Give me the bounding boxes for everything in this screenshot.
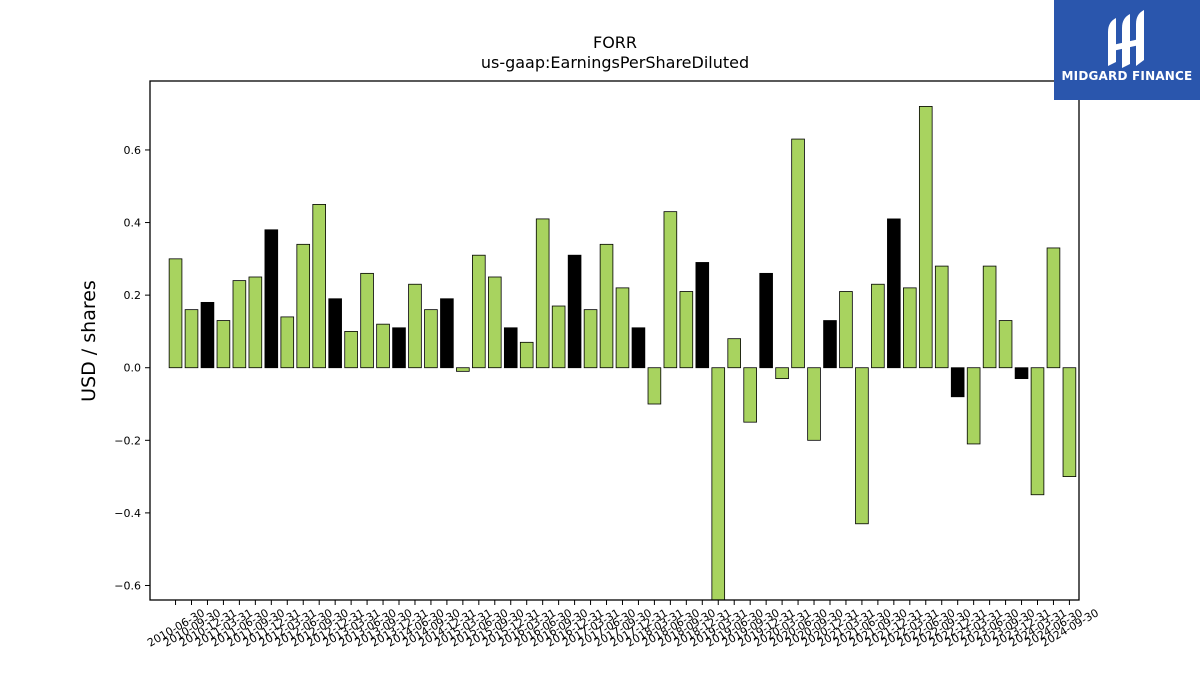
bar-2018-03-31 [647, 367, 662, 405]
bar-2021-06-30 [855, 367, 869, 525]
bar-2020-09-30 [807, 367, 821, 441]
bar-2022-12-31 [950, 367, 965, 398]
bar-2018-12-31 [695, 262, 710, 369]
bar-2014-12-31 [440, 298, 454, 369]
bar-2021-09-30 [871, 283, 885, 369]
bars [168, 106, 1077, 601]
x-axis: 2010-06-302010-09-302010-12-312011-03-31… [145, 600, 1101, 650]
y-tick-label: −0.6 [114, 579, 141, 592]
bar-2010-06-30 [168, 258, 183, 369]
bar-2016-09-30 [551, 305, 566, 369]
y-tick-label: −0.4 [114, 507, 141, 520]
bar-2023-03-31 [966, 367, 981, 445]
bar-2017-09-30 [615, 287, 630, 369]
bar-2021-03-31 [839, 291, 853, 369]
bar-2021-12-31 [887, 218, 901, 369]
bar-2013-12-31 [392, 327, 406, 369]
bar-2016-03-31 [519, 341, 534, 369]
brand-name: MIDGARD FINANCE [1061, 69, 1193, 83]
y-tick-label: 0.2 [124, 289, 142, 302]
bar-2023-12-31 [1014, 367, 1029, 380]
plot-frame [149, 80, 1080, 601]
bar-2020-03-31 [775, 367, 789, 380]
bar-2010-09-30 [184, 309, 199, 369]
bar-2017-06-30 [599, 243, 614, 369]
bar-2012-12-31 [328, 298, 342, 369]
bar-2020-12-31 [823, 320, 837, 369]
bar-2019-09-30 [743, 367, 757, 423]
bar-2017-03-31 [583, 309, 598, 369]
bar-2020-06-30 [791, 138, 805, 369]
bar-2012-09-30 [312, 203, 326, 369]
bar-2016-12-31 [567, 254, 582, 369]
y-tick-label: −0.2 [114, 434, 141, 447]
bar-2019-06-30 [727, 338, 742, 369]
bar-2015-06-30 [472, 254, 486, 369]
bar-2014-06-30 [408, 283, 422, 369]
y-axis: −0.6 −0.4 −0.2 0.0 0.2 0.4 0.6 [114, 144, 150, 592]
bar-2023-09-30 [998, 320, 1013, 369]
bar-2022-06-30 [918, 106, 933, 369]
bar-2011-09-30 [248, 276, 263, 369]
bar-2024-03-31 [1030, 367, 1045, 496]
bar-2013-06-30 [360, 272, 374, 369]
bar-2012-06-30 [296, 243, 311, 369]
bar-2016-06-30 [535, 218, 550, 369]
bar-2013-03-31 [344, 331, 358, 369]
bar-2019-03-31 [711, 367, 726, 601]
y-tick-label: 0.0 [124, 362, 142, 375]
bar-2018-09-30 [679, 291, 694, 369]
y-axis-label: USD / shares [78, 280, 100, 402]
bar-2022-09-30 [934, 265, 949, 369]
y-tick-label: 0.4 [124, 217, 142, 230]
bar-2010-12-31 [200, 301, 215, 369]
bar-2023-06-30 [982, 265, 997, 369]
bar-2011-03-31 [216, 320, 231, 369]
bar-2024-09-30 [1062, 367, 1077, 477]
bar-2022-03-31 [903, 287, 917, 369]
bar-2017-12-31 [631, 327, 646, 369]
bar-2011-12-31 [264, 229, 279, 369]
y-tick-label: 0.6 [124, 144, 142, 157]
brand-logo: MIDGARD FINANCE [1054, 0, 1200, 100]
bar-2015-03-31 [456, 367, 470, 372]
brand-mark-icon [1108, 10, 1144, 68]
bar-2018-06-30 [663, 211, 678, 369]
bar-2014-09-30 [424, 309, 438, 369]
bar-2019-12-31 [759, 272, 773, 369]
bar-2011-06-30 [232, 280, 247, 369]
bar-2015-12-31 [503, 327, 518, 369]
chart-title: FORR [593, 33, 637, 52]
bar-2024-06-30 [1046, 247, 1061, 369]
bar-2013-09-30 [376, 323, 390, 369]
bar-2012-03-31 [280, 316, 295, 369]
chart-subtitle: us-gaap:EarningsPerShareDiluted [481, 53, 749, 72]
bar-2015-09-30 [487, 276, 502, 369]
